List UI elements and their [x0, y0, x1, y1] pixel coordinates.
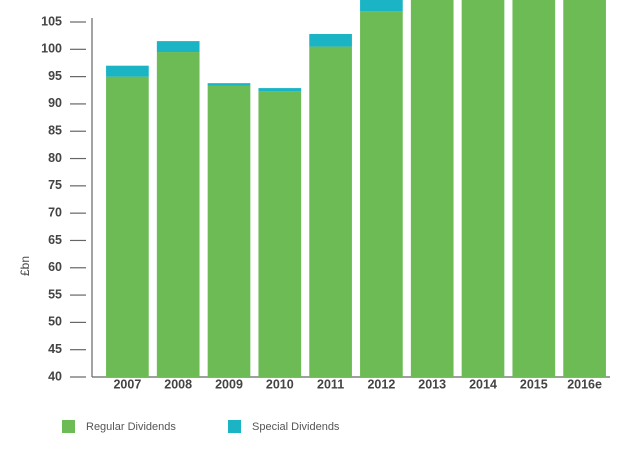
bar-segment	[410, 0, 454, 378]
x-tick-label: 2007	[113, 377, 141, 391]
x-tick-label: 2016e	[567, 377, 602, 391]
y-tick-label: 50	[48, 315, 62, 329]
y-tick-label: 75	[48, 178, 62, 192]
legend-swatch	[62, 420, 75, 433]
bar-segment	[309, 34, 352, 47]
y-tick-label: 80	[48, 151, 62, 165]
y-tick-label: 45	[48, 342, 62, 356]
x-tick-label: 2013	[418, 377, 446, 391]
legend-label: Special Dividends	[252, 421, 340, 433]
x-tick-label: 2008	[164, 377, 192, 391]
y-tick-label: 70	[48, 205, 62, 219]
y-tick-label: 100	[41, 42, 62, 56]
bar-segment	[258, 91, 302, 377]
x-tick-label: 2015	[520, 377, 548, 391]
bar-segment	[156, 41, 200, 53]
x-tick-label: 2010	[266, 377, 294, 391]
y-tick-label: 105	[41, 14, 62, 28]
bar-segment	[563, 0, 606, 378]
y-tick-label: 65	[48, 233, 62, 247]
bar-segment	[360, 11, 403, 377]
bar-segment	[512, 0, 556, 378]
bar-segment	[461, 0, 505, 377]
bar-segment	[207, 83, 251, 86]
y-axis-label: £bn	[18, 256, 32, 276]
x-tick-label: 2011	[317, 377, 344, 391]
y-tick-label: 85	[48, 124, 62, 138]
y-tick-label: 55	[48, 287, 62, 301]
y-tick-label: 60	[48, 260, 62, 274]
bar-segment	[106, 76, 149, 377]
y-tick-label: 90	[48, 96, 62, 110]
bar-segment	[156, 52, 200, 378]
y-tick-label: 95	[48, 69, 62, 83]
y-tick-label: 40	[48, 369, 62, 383]
legend-label: Regular Dividends	[86, 421, 176, 433]
x-tick-label: 2014	[469, 377, 497, 391]
legend-swatch	[228, 420, 241, 433]
bar-segment	[258, 88, 302, 92]
bar-segment	[309, 46, 352, 377]
x-tick-label: 2012	[367, 377, 395, 391]
x-tick-label: 2009	[215, 377, 243, 391]
bar-segment	[106, 65, 149, 77]
bar-segment	[360, 0, 403, 12]
bar-segment	[207, 85, 251, 378]
